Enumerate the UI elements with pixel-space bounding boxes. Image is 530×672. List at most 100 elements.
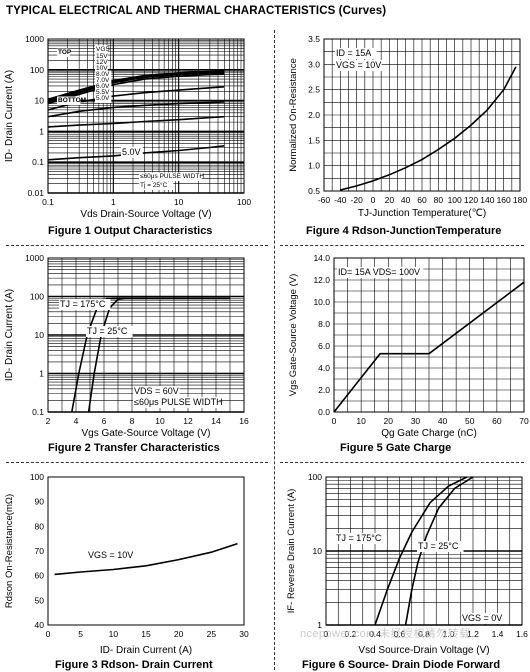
annotation-bg	[95, 70, 112, 79]
annotation-text: VGS = 10V	[336, 60, 381, 70]
y-axis-label: ID- Drain Current (A)	[4, 70, 15, 162]
x-tick-label: 70	[519, 416, 529, 426]
plot-frame	[47, 257, 245, 413]
y-tick-label: 2.5	[308, 85, 320, 95]
y-tick-label: 50	[35, 595, 45, 605]
annotation-bg	[86, 326, 133, 337]
annotation-bg	[59, 299, 111, 310]
annotation-bg	[133, 397, 220, 408]
annotation-bg	[95, 94, 112, 103]
figure-4-rdson-junction-temperature: -60 -40 -20 0 20 40 60 80 100 120 140 160 180 0.5 1.0 1…	[288, 34, 527, 219]
annotation-text: 12V	[96, 59, 108, 66]
x-tick-label: 0	[332, 416, 337, 426]
y-tick-label: 100	[30, 65, 44, 75]
figure-5-gate-charge: 0 10 20 30 40 50 60 70 0.0 2.0 4.0 6.0 8.0 10.0 12.0 14…	[288, 253, 529, 439]
y-tick-label: 4.0	[318, 363, 330, 373]
y-tick-label: 1000	[25, 34, 44, 44]
y-tick-label: 70	[35, 546, 45, 556]
x-tick-label: 2	[46, 416, 51, 426]
annotation-bg	[95, 64, 108, 73]
series-line-0	[374, 476, 468, 626]
annotation-text: 15V	[96, 53, 108, 60]
x-tick-label: 1.4	[492, 629, 504, 639]
figure-5-caption: Figure 5 Gate Charge	[340, 442, 452, 454]
y-tick-label: 10.0	[313, 297, 330, 307]
y-tick-label: 0.01	[27, 188, 44, 198]
annotation-text: BOTTOM	[58, 97, 86, 104]
y-tick-label: 2.0	[308, 110, 320, 120]
annotation-bg	[139, 172, 202, 181]
annotation-text: TJ = 25°C	[87, 326, 128, 336]
annotation-text: VDS = 60V	[134, 386, 179, 396]
y-tick-label: 1000	[25, 253, 44, 263]
x-axis-label: Vds Drain-Source Voltage (V)	[80, 209, 211, 220]
annotation-bg	[95, 52, 108, 61]
y-tick-label: 0.5	[308, 186, 320, 196]
annotation-text: TJ = 25°C	[418, 541, 459, 551]
y-axis-label: Rdson On-Resistance(mΩ)	[4, 494, 15, 608]
x-tick-label: 1	[111, 197, 116, 207]
series-line-1	[404, 476, 474, 626]
annotation-bg	[335, 48, 377, 59]
annotation-bg	[87, 550, 134, 561]
x-tick-label: 80	[434, 195, 444, 205]
figure-3-caption: Figure 3 Rdson- Drain Current	[55, 659, 213, 671]
x-tick-label: 20	[385, 195, 395, 205]
page-title: TYPICAL ELECTRICAL AND THERMAL CHARACTER…	[6, 5, 387, 17]
x-tick-label: 160	[497, 195, 511, 205]
x-tick-label: 20	[384, 416, 394, 426]
y-tick-label: 8.0	[318, 319, 330, 329]
x-tick-label: -60	[318, 195, 331, 205]
annotation-bg	[461, 613, 503, 624]
x-tick-label: 120	[464, 195, 478, 205]
y-axis-label: Normalized On-Resistance	[288, 58, 299, 172]
x-tick-label: 5	[78, 629, 83, 639]
y-tick-label: 10	[35, 96, 45, 106]
plot-frame	[323, 38, 521, 192]
annotation-text: VGS = 10V	[88, 550, 133, 560]
plot-frame	[333, 257, 525, 413]
watermark: ncepower.com 未经授权请勿转载	[300, 628, 471, 640]
plot-frame	[325, 476, 523, 626]
vertical-divider	[274, 30, 275, 670]
x-tick-label: 180	[513, 195, 527, 205]
x-tick-label: 25	[207, 629, 217, 639]
annotation-bg	[335, 60, 382, 71]
annotation-text: TJ = 175°C	[336, 533, 382, 543]
x-tick-label: 0.2	[345, 629, 357, 639]
x-tick-label: 50	[465, 416, 475, 426]
series-line-0	[340, 66, 517, 191]
series-line-6	[47, 115, 225, 128]
x-tick-label: 140	[480, 195, 494, 205]
annotation-bg	[133, 386, 180, 397]
y-tick-label: 0.1	[32, 157, 44, 167]
annotation-text: TJ = 175°C	[60, 299, 106, 309]
annotation-text: 8.0V	[96, 71, 110, 78]
y-tick-label: 1	[39, 126, 44, 136]
x-tick-label: 0	[324, 629, 329, 639]
y-tick-label: 3.5	[308, 34, 320, 44]
annotation-bg	[95, 58, 108, 67]
series-line-2	[47, 72, 225, 103]
figure-1-caption: Figure 1 Output Characteristics	[48, 225, 213, 237]
annotation-bg	[417, 541, 464, 552]
annotation-text: VGS	[96, 46, 110, 53]
x-tick-label: 10	[174, 197, 184, 207]
annotation-bg	[95, 82, 112, 91]
x-axis-label: Vgs Gate-Source Voltage (V)	[82, 428, 211, 439]
annotation-text: 5.0V	[96, 95, 110, 102]
annotation-text: 5.0V	[122, 147, 141, 157]
x-tick-label: 0.6	[394, 629, 406, 639]
x-tick-label: 1.0	[443, 629, 455, 639]
annotation-text: 7.0V	[96, 77, 110, 84]
x-tick-label: -20	[351, 195, 364, 205]
y-axis-label: ID- Drain Current (A)	[4, 289, 15, 381]
x-tick-label: 0.1	[42, 197, 54, 207]
x-tick-label: 30	[411, 416, 421, 426]
x-tick-label: 1.6	[516, 629, 528, 639]
x-tick-label: 0	[371, 195, 376, 205]
annotation-bg	[57, 48, 70, 57]
annotation-bg	[337, 267, 424, 278]
figure-3-rdson-drain-current: 0 5 10 15 20 25 30 40 50 60 70 80 90 100 VGS = 10V ID-…	[4, 472, 249, 656]
figure-2-transfer-characteristics: 2 4 6 8 10 12 14 16 0.1 1 10 100 1000 TJ = 175°C TJ = …	[4, 253, 249, 439]
